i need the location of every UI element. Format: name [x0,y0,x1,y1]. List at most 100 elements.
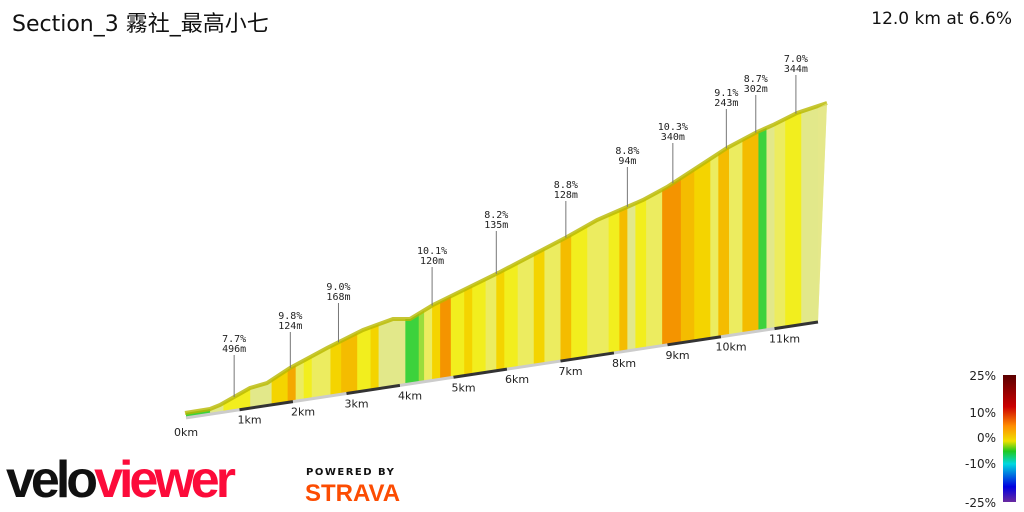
grade-segment [766,103,775,418]
climb-length-label: 243m [714,98,738,109]
climb-grade-label: 9.1% [714,88,738,99]
grade-segment [186,103,211,418]
climb-length-label: 94m [618,156,636,167]
grade-segment [571,103,588,418]
grade-segment [758,103,767,418]
grade-segment [496,103,505,418]
grade-segment [405,103,420,418]
km-tick-label: 11km [769,333,800,346]
grade-segment [710,103,719,418]
grade-segment [287,103,297,418]
grade-segment [341,103,358,418]
km-tick-label: 5km [451,381,475,394]
climb-length-label: 124m [278,321,302,332]
km-tick-label: 10km [715,341,746,354]
legend-tick: -25% [965,496,996,510]
climb-length-label: 344m [784,64,808,75]
grade-legend-bar [1003,375,1016,502]
climb-length-label: 120m [420,256,444,267]
grade-segment [450,103,465,418]
powered-by-label: POWERED BY [306,467,396,478]
grade-segment [774,103,786,418]
legend-tick: -10% [965,457,996,471]
climb-grade-label: 8.7% [744,74,768,85]
grade-segment [464,103,473,418]
climb-grade-label: 10.1% [417,246,447,257]
km-band [292,392,347,404]
grade-segment [472,103,487,418]
km-band [399,375,454,387]
grade-segment [533,103,545,418]
grade-segment [627,103,636,418]
grade-segment [544,103,561,418]
page-title: Section_3 霧社_最高小七 [12,12,269,37]
grade-segment [357,103,372,418]
km-band [774,320,819,331]
km-band [613,343,668,355]
climb-grade-label: 9.8% [278,311,302,322]
climb-grade-label: 10.3% [658,122,688,133]
climb-length-label: 302m [744,84,768,95]
climb-summary: 12.0 km at 6.6% [871,9,1012,29]
veloviewer-logo: veloviewer [6,451,236,509]
grade-segment [560,103,572,418]
km-band [506,359,561,371]
km-band [239,400,294,412]
grade-segment [718,103,730,418]
grade-segment [694,103,711,418]
grade-segment [485,103,497,418]
climb-grade-label: 8.2% [484,210,508,221]
km-tick-label: 0km [174,426,198,439]
grade-legend: 25% 10% 0% -10% -25% [965,369,1016,510]
climb-grade-label: 9.0% [326,282,350,293]
profile-ridge [184,101,828,415]
grade-segment [295,103,305,418]
grade-segment [608,103,620,418]
grade-segment [210,103,224,418]
climb-grade-label: 7.7% [222,334,246,345]
km-band [720,327,775,339]
km-tick-label: 2km [291,406,315,419]
legend-tick: 0% [977,431,996,445]
grade-segment [389,103,396,418]
km-tick-label: 1km [237,414,261,427]
grade-segment [619,103,628,418]
grade-segment [635,103,647,418]
climb-grade-label: 8.8% [554,180,578,191]
grade-segment [785,103,802,418]
climb-grade-label: 8.8% [615,146,639,157]
climb-length-label: 135m [484,220,508,231]
km-tick-label: 4km [398,389,422,402]
climb-length-label: 168m [326,292,350,303]
grade-segment [223,103,251,418]
grade-segment [394,103,406,418]
grade-segment [378,103,390,418]
km-tick-label: 9km [665,349,689,362]
grade-segment [330,103,342,418]
grade-segment [311,103,331,418]
grade-segment [250,103,259,418]
km-tick-label: 8km [612,357,636,370]
grade-segment [680,103,695,418]
profile-end-face [818,103,827,322]
km-tick-label: 7km [558,365,582,378]
legend-tick: 10% [969,406,996,420]
grade-segment [370,103,380,418]
climb-grade-label: 7.0% [784,54,808,65]
km-band [346,383,401,395]
grade-segment [587,103,610,418]
legend-tick: 25% [969,369,996,383]
km-band [453,367,508,379]
km-band [560,351,615,363]
grade-segment [303,103,313,418]
grade-segment [742,103,759,418]
km-band [185,408,240,420]
climb-length-label: 128m [554,190,578,201]
strava-logo: STRAVA [305,480,401,507]
climb-length-label: 340m [661,132,685,143]
km-tick-label: 3km [344,398,368,411]
km-band [667,335,722,347]
climb-length-label: 496m [222,344,246,355]
grade-segment [801,103,813,418]
